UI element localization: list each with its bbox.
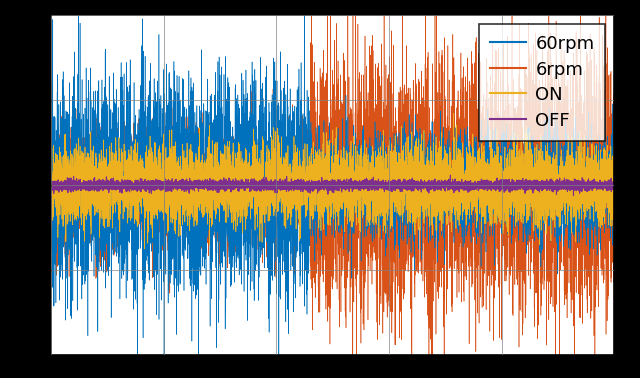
6rpm — [611, 223, 618, 228]
ON — [611, 184, 618, 189]
ON — [381, 172, 388, 176]
60rpm — [495, 157, 503, 161]
ON — [495, 191, 503, 195]
ON — [405, 165, 413, 169]
OFF — [570, 194, 577, 198]
OFF — [611, 180, 618, 185]
60rpm — [160, 374, 168, 378]
OFF — [495, 184, 502, 188]
60rpm — [611, 168, 618, 172]
ON — [465, 171, 473, 176]
6rpm — [465, 259, 472, 264]
OFF — [405, 186, 413, 191]
60rpm — [76, 183, 83, 188]
6rpm — [47, 218, 55, 223]
6rpm — [76, 210, 83, 214]
ON — [450, 111, 458, 116]
60rpm — [252, 250, 259, 255]
ON — [76, 194, 83, 198]
6rpm — [405, 174, 413, 179]
ON — [141, 246, 148, 251]
Line: OFF: OFF — [51, 175, 614, 196]
60rpm — [405, 112, 413, 117]
OFF — [381, 189, 388, 194]
Legend: 60rpm, 6rpm, ON, OFF: 60rpm, 6rpm, ON, OFF — [479, 24, 605, 141]
Line: 6rpm: 6rpm — [51, 0, 614, 378]
OFF — [447, 173, 454, 177]
60rpm — [47, 194, 55, 198]
Line: ON: ON — [51, 113, 614, 249]
ON — [47, 182, 55, 187]
OFF — [252, 184, 259, 188]
6rpm — [381, 170, 388, 174]
Line: 60rpm: 60rpm — [51, 0, 614, 376]
6rpm — [252, 167, 259, 171]
OFF — [465, 182, 472, 187]
OFF — [76, 181, 83, 186]
60rpm — [465, 187, 473, 191]
ON — [252, 212, 259, 216]
60rpm — [381, 181, 388, 186]
OFF — [47, 184, 55, 188]
6rpm — [495, 210, 502, 215]
